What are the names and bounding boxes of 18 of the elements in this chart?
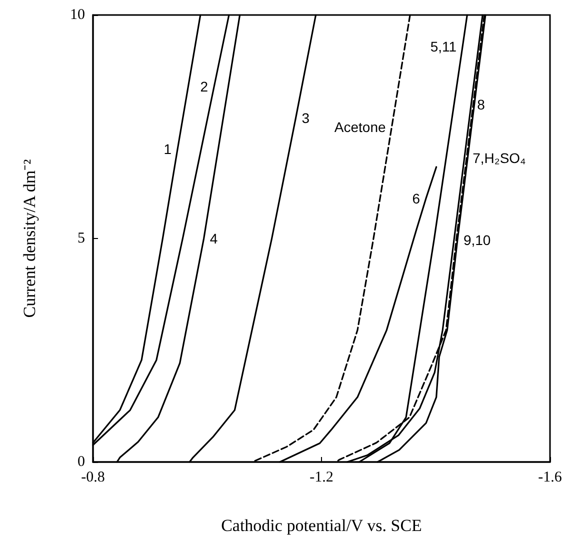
series-label: 4 xyxy=(210,230,218,246)
series-label: 2 xyxy=(200,78,208,95)
y-tick-label: 0 xyxy=(78,454,85,470)
y-tick-label: 5 xyxy=(78,230,85,246)
x-tick-label: -0.8 xyxy=(81,470,105,486)
y-tick-label: 10 xyxy=(70,7,85,23)
x-tick-label: -1.6 xyxy=(538,470,562,486)
series-label: 1 xyxy=(164,141,172,158)
series-label: 5,11 xyxy=(430,38,457,54)
y-axis-title: Current density/A dm⁻² xyxy=(20,159,39,318)
x-axis-title: Cathodic potential/V vs. SCE xyxy=(221,516,422,535)
series-label: Acetone xyxy=(334,118,386,135)
x-tick-label: -1.2 xyxy=(310,470,334,486)
series-label: 9,10 xyxy=(463,232,491,248)
series-label: 3 xyxy=(302,110,310,126)
series-label: 6 xyxy=(412,190,420,206)
series-label: 8 xyxy=(477,96,486,112)
series-label: 7,H₂SO₄ xyxy=(472,150,526,166)
